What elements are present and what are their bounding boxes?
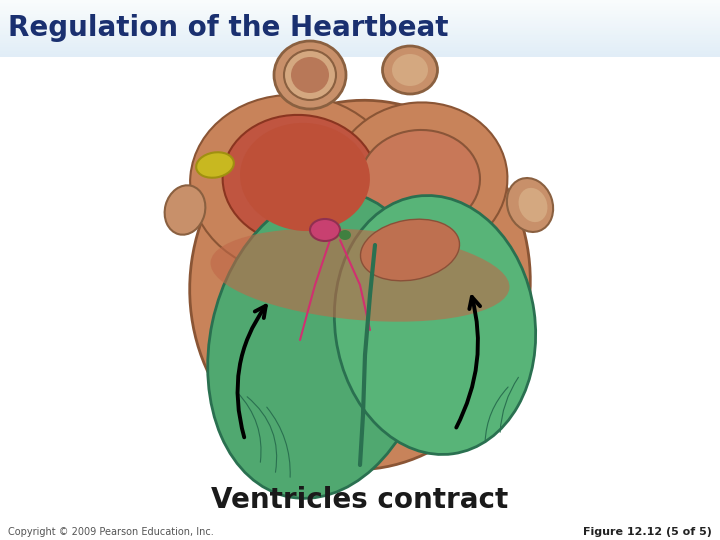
- Bar: [0, 17, 720, 18]
- Ellipse shape: [334, 195, 536, 455]
- Bar: [0, 44, 720, 45]
- Text: Copyright © 2009 Pearson Education, Inc.: Copyright © 2009 Pearson Education, Inc.: [8, 527, 214, 537]
- Bar: [0, 55, 720, 57]
- Bar: [0, 48, 720, 50]
- Bar: [0, 20, 720, 21]
- Bar: [0, 34, 720, 36]
- Bar: [0, 47, 720, 48]
- Bar: [0, 18, 720, 20]
- Bar: [0, 30, 720, 31]
- Ellipse shape: [518, 188, 547, 222]
- Text: Ventricles contract: Ventricles contract: [212, 486, 508, 514]
- Bar: [0, 52, 720, 54]
- Text: Figure 12.12 (5 of 5): Figure 12.12 (5 of 5): [583, 527, 712, 537]
- Ellipse shape: [240, 123, 370, 231]
- Bar: [0, 27, 720, 28]
- Bar: [0, 4, 720, 6]
- Bar: [0, 41, 720, 43]
- Bar: [0, 32, 720, 34]
- Ellipse shape: [165, 185, 205, 235]
- Bar: [0, 16, 720, 17]
- Bar: [0, 24, 720, 25]
- Ellipse shape: [274, 41, 346, 109]
- Bar: [0, 51, 720, 52]
- Ellipse shape: [189, 100, 531, 470]
- Ellipse shape: [310, 219, 340, 241]
- Bar: [0, 23, 720, 24]
- Ellipse shape: [507, 178, 553, 232]
- Bar: [0, 38, 720, 40]
- Ellipse shape: [339, 230, 351, 240]
- Bar: [0, 7, 720, 9]
- Bar: [0, 10, 720, 11]
- Ellipse shape: [333, 103, 508, 258]
- Bar: [0, 3, 720, 4]
- Bar: [0, 11, 720, 13]
- Bar: [0, 21, 720, 23]
- Text: Regulation of the Heartbeat: Regulation of the Heartbeat: [8, 15, 449, 42]
- Bar: [0, 54, 720, 55]
- Ellipse shape: [392, 54, 428, 86]
- Bar: [0, 13, 720, 14]
- Bar: [0, 2, 720, 3]
- Ellipse shape: [210, 228, 510, 322]
- Ellipse shape: [284, 50, 336, 100]
- Bar: [0, 43, 720, 44]
- Bar: [0, 45, 720, 47]
- Ellipse shape: [360, 130, 480, 230]
- Bar: [0, 37, 720, 38]
- Bar: [0, 50, 720, 51]
- Ellipse shape: [222, 115, 377, 245]
- Bar: [0, 40, 720, 41]
- Bar: [0, 14, 720, 16]
- Bar: [0, 0, 720, 2]
- Ellipse shape: [291, 57, 329, 93]
- Ellipse shape: [207, 192, 432, 498]
- Bar: [0, 36, 720, 37]
- Bar: [0, 28, 720, 30]
- Ellipse shape: [190, 95, 400, 275]
- Ellipse shape: [382, 46, 438, 94]
- Bar: [0, 5, 720, 7]
- Bar: [0, 9, 720, 10]
- Ellipse shape: [196, 152, 234, 178]
- Bar: [0, 31, 720, 32]
- Bar: [0, 25, 720, 27]
- Ellipse shape: [361, 219, 459, 281]
